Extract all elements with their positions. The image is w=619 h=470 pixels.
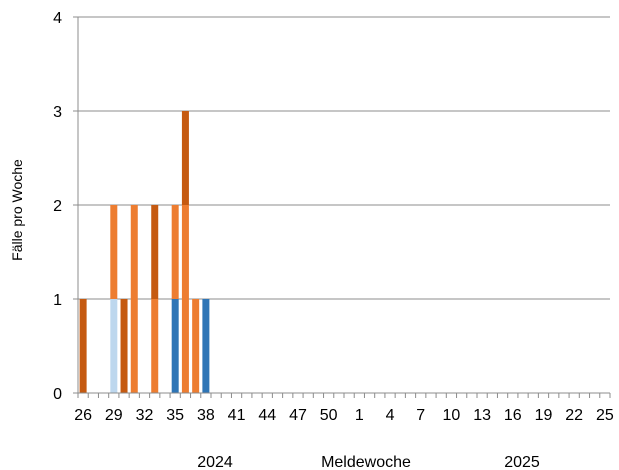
y-tick-labels: 0 1 2 3 4: [53, 10, 62, 403]
x-tick-label: 35: [166, 407, 184, 424]
x-tick-label: 10: [443, 407, 461, 424]
x-tick-label: 7: [416, 407, 425, 424]
bar-segment: [130, 205, 138, 393]
x-tick-labels: 26 29 32 35 38 41 44 47 50 1 4 7 10 13 16 19 22 25: [74, 407, 614, 424]
y-axis-label: Fälle pro Woche: [9, 159, 25, 261]
y-tick-label: 3: [53, 104, 62, 121]
y-tick-label: 1: [53, 292, 62, 309]
axes: [77, 17, 611, 398]
bar-segment: [120, 299, 128, 393]
bar-segment: [192, 299, 200, 393]
x-tick-label: 41: [228, 407, 246, 424]
bar-segment: [110, 205, 118, 299]
bar-segment: [202, 299, 210, 393]
x-tick-label: 38: [197, 407, 215, 424]
y-tick-label: 4: [53, 10, 62, 27]
bar-segment: [171, 299, 179, 393]
bar-segment: [110, 299, 118, 393]
x-axis-label: Meldewoche: [321, 454, 411, 470]
x-tick-label: 16: [504, 407, 522, 424]
x-tick-label: 22: [565, 407, 583, 424]
year-label-2025: 2025: [504, 454, 540, 470]
gridlines: [73, 16, 610, 394]
bar-segment: [151, 205, 159, 299]
x-tick-label: 26: [74, 407, 92, 424]
x-tick-label: 13: [473, 407, 491, 424]
bar-segment: [151, 299, 159, 393]
bar-segment: [181, 111, 189, 205]
x-tick-label: 1: [355, 407, 364, 424]
bar-segment: [181, 205, 189, 393]
x-tick-label: 32: [136, 407, 154, 424]
x-tick-label: 25: [596, 407, 614, 424]
x-tick-label: 47: [289, 407, 307, 424]
x-tick-label: 50: [320, 407, 338, 424]
bars: [79, 111, 210, 393]
bar-segment: [79, 299, 87, 393]
x-tick-label: 29: [105, 407, 123, 424]
y-tick-label: 2: [53, 198, 62, 215]
x-tick-label: 44: [258, 407, 276, 424]
year-label-2024: 2024: [197, 454, 233, 470]
x-tick-label: 4: [386, 407, 395, 424]
x-tick-label: 19: [535, 407, 553, 424]
y-tick-label: 0: [53, 386, 62, 403]
bar-segment: [171, 205, 179, 299]
